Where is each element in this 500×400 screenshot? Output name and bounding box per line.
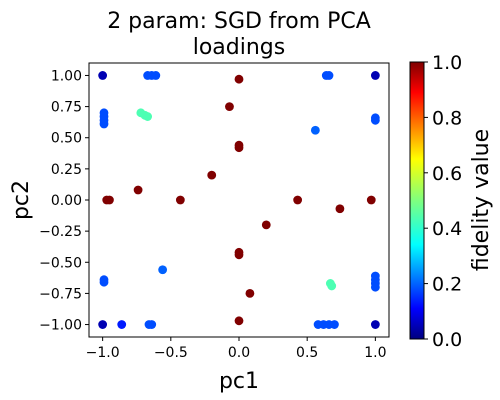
data-point-31 [261,220,271,230]
y-tick-label-3: 0.25 [51,162,82,178]
colorbar-tick-label-3: 0.6 [432,163,462,185]
data-point-6 [151,71,161,80]
data-point-2 [98,320,108,329]
data-point-33 [234,250,244,260]
y-axis: 1.00 0.75 0.50 0.25 0.00 −0.25 −0.50 −0.75 −1.00 [39,68,89,334]
data-point-43 [327,281,337,291]
data-point-27 [175,195,185,205]
chart-title-line-1: 2 param: SGD from PCA [107,9,371,34]
data-point-12 [143,112,153,121]
colorbar-tick-label-5: 1.0 [432,52,462,74]
data-point-16 [99,119,109,129]
y-tick-label-8: −1.00 [39,318,82,334]
colorbar-label: fidelity value [469,129,494,271]
x-tick-label-0: −1.0 [86,345,120,361]
data-point-30 [335,204,345,214]
x-axis-label: pc1 [219,369,259,394]
y-tick-label-7: −0.75 [39,286,82,302]
data-point-26 [105,195,114,205]
chart-title-line-2: loadings [193,35,286,60]
data-point-41 [370,282,380,292]
data-point-22 [234,143,244,153]
data-point-8 [324,71,334,80]
y-tick-label-2: 0.50 [51,131,82,147]
data-point-18 [370,115,380,125]
data-point-44 [234,316,244,326]
data-point-28 [293,195,303,205]
x-tick-label-1: −0.5 [154,345,188,361]
colorbar-tick-label-2: 0.4 [432,218,462,240]
y-axis-label: pc2 [9,180,34,220]
data-point-29 [366,195,376,205]
x-tick-label-4: 1.0 [364,345,386,361]
data-point-51 [330,320,339,329]
x-axis: −1.0 −0.5 0.0 0.5 1.0 [86,337,386,361]
colorbar-tick-label-1: 0.2 [432,274,462,296]
data-point-37 [99,277,109,287]
y-tick-label-6: −0.50 [39,255,82,271]
colorbar-tick-label-4: 0.8 [432,107,462,129]
data-point-45 [117,320,127,329]
data-point-23 [207,170,217,180]
y-tick-label-0: 1.00 [51,68,82,84]
data-point-3 [370,320,380,329]
y-tick-label-1: 0.75 [51,100,82,116]
data-point-20 [310,125,320,135]
colorbar [409,61,425,340]
data-point-34 [158,265,168,275]
colorbar-ticks: 0.0 0.2 0.4 0.6 0.8 1.0 [424,52,462,351]
data-point-1 [370,71,380,80]
x-tick-label-3: 0.5 [296,345,318,361]
data-points [98,71,380,329]
x-tick-label-2: 0.0 [228,345,250,361]
y-tick-label-5: −0.25 [39,224,82,240]
y-tick-label-4: 0.00 [51,193,82,209]
data-point-35 [245,289,255,298]
data-point-0 [98,71,108,80]
data-point-9 [234,74,244,84]
plot-frame [88,62,390,338]
colorbar-tick-label-0: 0.0 [432,329,462,351]
data-point-47 [147,320,157,329]
data-point-24 [133,185,143,195]
data-point-19 [225,102,234,111]
